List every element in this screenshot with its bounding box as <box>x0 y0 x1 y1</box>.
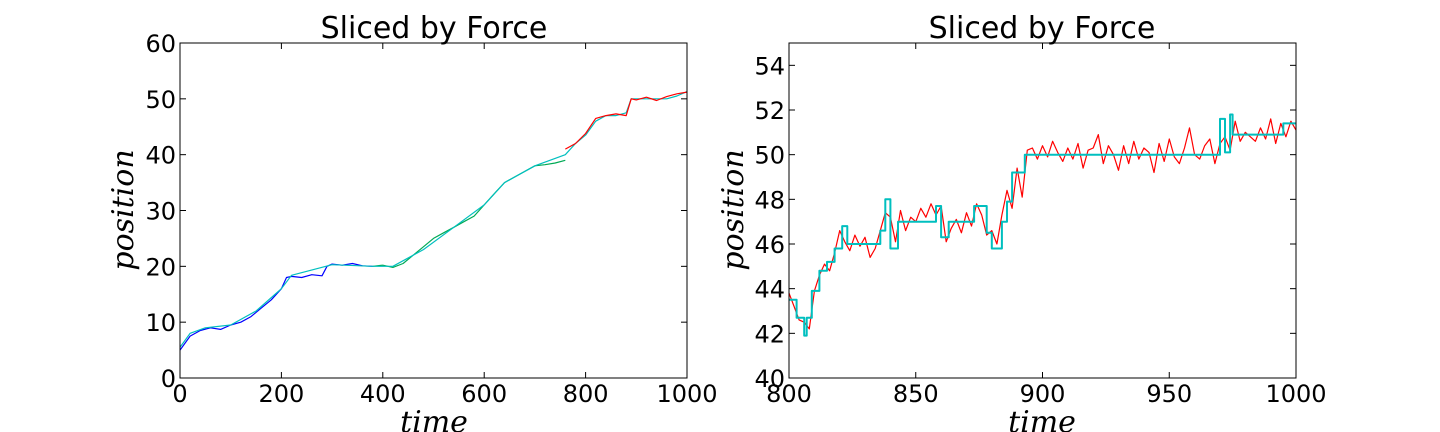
x-tick-label-0-2: 400 <box>360 380 406 408</box>
x-tick-label-0-5: 1000 <box>656 380 717 408</box>
series-line-0-0 <box>180 262 373 351</box>
y-tick-label-1-0: 40 <box>754 365 785 393</box>
x-tick-label-1-4: 1000 <box>1265 380 1326 408</box>
left-x-axis-label: time <box>400 405 468 432</box>
left-ticks: 0 200 400 600 800 1000 0 10 20 30 40 50 60 <box>145 30 717 408</box>
y-tick-label-0-0: 0 <box>161 365 176 393</box>
left-subplot: 0 200 400 600 800 1000 0 10 20 30 40 50 60 Sliced by… <box>106 11 718 432</box>
right-y-axis-label: position <box>716 149 751 270</box>
y-tick-label-1-3: 46 <box>754 231 785 259</box>
left-y-axis-label: position <box>106 149 141 270</box>
right-subplot: 800 850 900 950 1000 40 42 44 46 48 50 52 54 Sliced … <box>716 11 1327 432</box>
y-tick-label-1-5: 50 <box>754 142 785 170</box>
y-tick-label-1-4: 48 <box>754 186 785 214</box>
y-tick-label-1-2: 44 <box>754 276 785 304</box>
right-series-lines <box>789 113 1296 337</box>
y-tick-label-0-2: 20 <box>145 253 176 281</box>
y-tick-label-0-6: 60 <box>145 30 176 58</box>
right-ticks: 800 850 900 950 1000 40 42 44 46 48 50 52 54 <box>754 43 1327 408</box>
series-line-1-1 <box>789 113 1296 337</box>
y-tick-label-0-4: 40 <box>145 142 176 170</box>
series-line-0-1 <box>372 159 566 268</box>
series-line-1-0 <box>789 118 1296 330</box>
x-tick-label-1-0: 800 <box>766 380 812 408</box>
y-tick-label-1-6: 52 <box>754 97 785 125</box>
left-plot-frame <box>179 42 688 379</box>
y-tick-label-0-3: 30 <box>145 198 176 226</box>
series-line-0-2 <box>180 91 687 348</box>
right-chart-title: Sliced by Force <box>929 11 1156 46</box>
x-tick-label-0-1: 200 <box>258 380 304 408</box>
x-tick-label-0-4: 800 <box>563 380 609 408</box>
right-plot-frame <box>788 42 1297 379</box>
y-tick-label-1-7: 54 <box>754 52 785 80</box>
x-tick-label-1-3: 950 <box>1146 380 1192 408</box>
left-series-lines <box>180 91 687 351</box>
series-line-0-3 <box>565 91 687 150</box>
x-tick-label-0-3: 600 <box>461 380 507 408</box>
y-tick-label-0-1: 10 <box>145 309 176 337</box>
left-chart-title: Sliced by Force <box>321 11 548 46</box>
x-tick-label-0-0: 0 <box>172 380 187 408</box>
y-tick-label-1-1: 42 <box>754 320 785 348</box>
x-tick-label-1-2: 900 <box>1020 380 1066 408</box>
right-x-axis-label: time <box>1008 405 1076 432</box>
x-tick-label-1-1: 850 <box>893 380 939 408</box>
y-tick-label-0-5: 50 <box>145 86 176 114</box>
